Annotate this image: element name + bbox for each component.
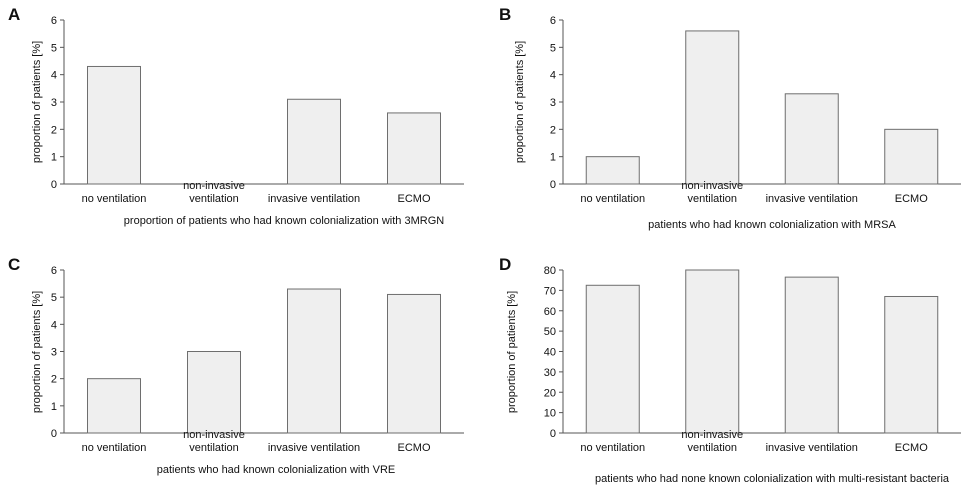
x-category-label: ECMO: [895, 193, 928, 205]
bar: [187, 351, 241, 434]
y-tick-label: 2: [550, 124, 556, 136]
x-category-label: ECMO: [398, 442, 431, 454]
y-tick-label: 6: [51, 265, 57, 277]
x-axis-label: proportion of patients who had known col…: [124, 215, 444, 227]
x-category-label: ventilation: [687, 442, 737, 454]
x-category-label: no ventilation: [82, 442, 147, 454]
y-tick-label: 5: [550, 42, 556, 54]
y-tick-label: 70: [544, 285, 556, 297]
x-category-label: invasive ventilation: [268, 442, 360, 454]
x-category-label: ECMO: [895, 442, 928, 454]
y-tick-label: 5: [51, 292, 57, 304]
bar: [784, 276, 839, 434]
bar: [387, 293, 441, 434]
y-tick-label: 0: [550, 179, 556, 191]
chart-panel-c: C 0 1 2 3 4 5 6 proportion of patients [%] no ven…: [8, 255, 464, 476]
y-tick-label: 2: [51, 124, 57, 136]
y-tick-label: 2: [51, 374, 57, 386]
y-tick-label: 10: [544, 408, 556, 420]
panel-letter: A: [8, 5, 20, 24]
x-category-label: non-invasive: [183, 429, 245, 441]
y-tick-label: 60: [544, 306, 556, 318]
y-tick-label: 6: [51, 15, 57, 27]
y-tick-label: 3: [51, 347, 57, 359]
x-category-label: invasive ventilation: [766, 442, 858, 454]
y-tick-label: 20: [544, 387, 556, 399]
x-category-label: invasive ventilation: [268, 193, 360, 205]
y-tick-label: 3: [51, 97, 57, 109]
x-category-label: ECMO: [398, 193, 431, 205]
x-category-label: no ventilation: [580, 442, 645, 454]
bar: [287, 288, 341, 434]
y-tick-label: 1: [51, 152, 57, 164]
x-category-label: ventilation: [687, 193, 737, 205]
bar: [884, 295, 939, 434]
chart-panel-b: B 0 1 2 3 4 5 6 proportion of patients [%] no ven…: [499, 5, 961, 231]
x-category-label: no ventilation: [82, 193, 147, 205]
bar: [784, 93, 839, 185]
bar: [884, 128, 939, 185]
x-axis-label: patients who had known colonialization w…: [157, 464, 395, 476]
y-tick-label: 30: [544, 367, 556, 379]
panel-letter: B: [499, 5, 511, 24]
bar: [585, 156, 640, 185]
x-axis-label: patients who had known colonialization w…: [648, 219, 896, 231]
bar: [287, 98, 341, 185]
x-category-label: non-invasive: [681, 180, 743, 192]
chart-panel-a: A 0 1 2 3 4 5 6 proportion of patients [%] no ven…: [8, 5, 464, 227]
bar: [685, 269, 740, 434]
bar: [685, 30, 740, 185]
y-tick-label: 5: [51, 42, 57, 54]
y-tick-label: 6: [550, 15, 556, 27]
bar: [585, 284, 640, 434]
y-axis-label: proportion of patients [%]: [506, 291, 518, 413]
y-tick-label: 3: [550, 97, 556, 109]
y-tick-label: 0: [51, 179, 57, 191]
y-tick-label: 0: [550, 428, 556, 440]
y-tick-label: 4: [51, 70, 57, 82]
y-tick-label: 40: [544, 347, 556, 359]
x-category-label: non-invasive: [681, 429, 743, 441]
x-category-label: no ventilation: [580, 193, 645, 205]
y-tick-label: 80: [544, 265, 556, 277]
y-tick-label: 0: [51, 428, 57, 440]
bar: [87, 65, 141, 185]
x-category-label: ventilation: [189, 193, 239, 205]
y-tick-label: 4: [51, 319, 57, 331]
x-category-label: non-invasive: [183, 180, 245, 192]
chart-panel-d: D 0 10 20 30 40 50 60 70 80 proportion of patients…: [499, 255, 961, 485]
x-category-label: ventilation: [189, 442, 239, 454]
x-category-label: invasive ventilation: [766, 193, 858, 205]
y-axis-label: proportion of patients [%]: [514, 41, 526, 163]
x-axis-label: patients who had none known colonializat…: [595, 473, 950, 485]
y-tick-label: 1: [550, 152, 556, 164]
y-tick-label: 50: [544, 326, 556, 338]
y-axis-label: proportion of patients [%]: [31, 291, 43, 413]
bar: [87, 378, 141, 434]
panel-letter: C: [8, 255, 20, 274]
y-axis-label: proportion of patients [%]: [31, 41, 43, 163]
panel-letter: D: [499, 255, 511, 274]
y-tick-label: 4: [550, 70, 556, 82]
y-tick-label: 1: [51, 401, 57, 413]
bar: [387, 112, 441, 185]
